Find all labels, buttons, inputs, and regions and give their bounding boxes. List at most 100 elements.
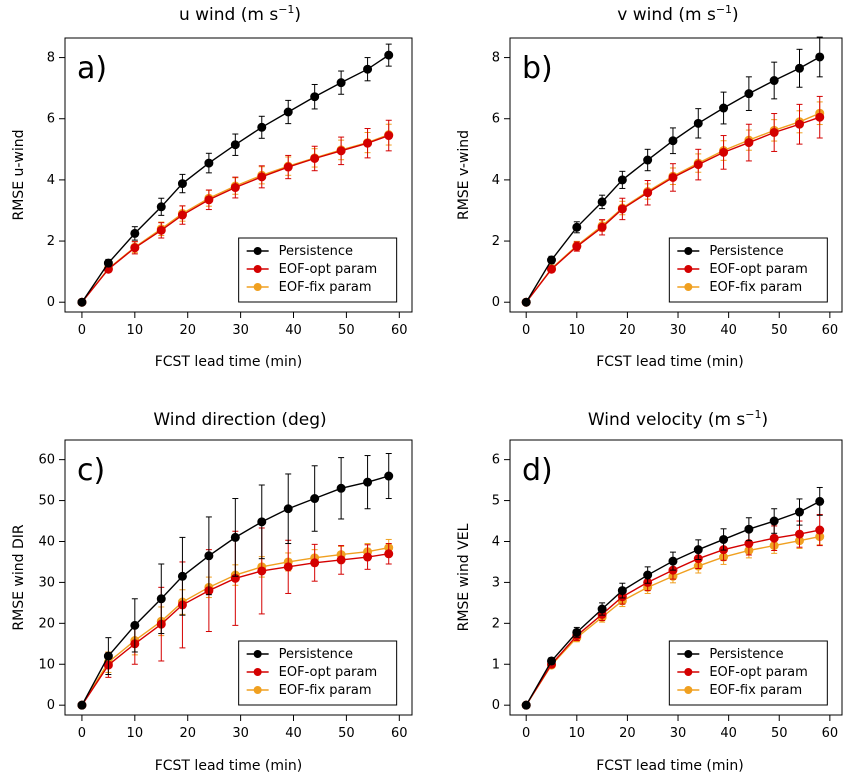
y-tick-label: 1 xyxy=(492,657,500,672)
x-tick-label: 40 xyxy=(720,726,737,741)
legend-label: EOF-opt param xyxy=(709,665,807,680)
legend-label: EOF-opt param xyxy=(279,665,377,680)
data-point xyxy=(769,127,779,137)
legend-marker xyxy=(684,686,693,694)
data-point xyxy=(283,562,293,572)
x-tick-label: 50 xyxy=(338,726,355,741)
data-point xyxy=(384,50,394,60)
panel-label: b) xyxy=(522,51,553,86)
data-point xyxy=(130,243,140,253)
data-point xyxy=(597,222,607,232)
data-point xyxy=(617,204,627,214)
chart-title-unit: (m s xyxy=(673,5,716,25)
x-axis-label: FCST lead time (min) xyxy=(155,354,303,370)
chart-title-unit-end: ) xyxy=(762,410,769,430)
chart-title-text: Wind direction (deg) xyxy=(153,410,326,430)
legend-box xyxy=(238,640,398,706)
chart-title: u wind (m s−1) xyxy=(179,3,301,25)
y-tick-label: 60 xyxy=(38,453,55,468)
data-point xyxy=(794,529,804,539)
data-point xyxy=(283,504,293,514)
y-tick-label: 6 xyxy=(492,112,500,127)
plot-frame xyxy=(64,439,413,716)
data-point xyxy=(336,555,346,565)
data-point xyxy=(668,172,678,182)
data-point xyxy=(310,494,320,504)
data-point xyxy=(103,651,113,661)
data-point xyxy=(310,153,320,163)
y-tick-label: 6 xyxy=(492,453,500,468)
data-point xyxy=(230,183,240,193)
x-tick-label: 30 xyxy=(232,323,249,338)
y-tick-label: 2 xyxy=(47,234,55,249)
y-axis-label: RMSE wind DIR xyxy=(11,524,27,630)
legend-marker xyxy=(253,686,262,694)
data-point xyxy=(572,222,582,232)
data-point xyxy=(572,242,582,252)
data-point xyxy=(77,700,87,710)
chart-title: v wind (m s−1) xyxy=(617,3,738,25)
data-point xyxy=(597,604,607,614)
x-tick-label: 60 xyxy=(822,323,839,338)
legend-label: EOF-fix param xyxy=(279,280,372,295)
data-point xyxy=(769,516,779,526)
data-point xyxy=(547,264,556,274)
data-point xyxy=(156,202,166,212)
data-point xyxy=(693,545,703,555)
legend-marker xyxy=(253,265,262,273)
legend-marker xyxy=(253,650,262,658)
x-tick-label: 40 xyxy=(285,726,302,741)
data-point xyxy=(668,136,678,146)
chart-title-text: Wind velocity xyxy=(588,410,703,430)
legend-marker xyxy=(253,247,262,255)
data-point xyxy=(130,620,140,630)
data-point xyxy=(617,586,627,596)
data-point xyxy=(794,63,804,73)
y-tick-label: 30 xyxy=(38,575,55,590)
legend-marker xyxy=(684,283,693,291)
data-point xyxy=(693,160,703,170)
panel-b: v wind (m s−1) b) 0 10 20 30 40 50 60 0 2 4 6 8 FCST l… xyxy=(456,3,843,370)
data-point xyxy=(336,78,346,88)
panel-label: c) xyxy=(77,453,105,488)
data-point xyxy=(744,138,754,148)
data-point xyxy=(177,179,187,189)
data-point xyxy=(744,524,754,534)
data-point xyxy=(177,571,187,581)
chart-title-unit-end: ) xyxy=(294,5,301,25)
legend: Persistence EOF-opt param EOF-fix param xyxy=(668,640,828,706)
legend-label: EOF-fix param xyxy=(709,683,802,698)
x-tick-label: 20 xyxy=(179,726,196,741)
data-point xyxy=(363,64,373,74)
data-point xyxy=(794,507,804,517)
data-point xyxy=(643,188,653,198)
x-tick-label: 0 xyxy=(78,323,86,338)
y-tick-label: 20 xyxy=(38,616,55,631)
x-tick-label: 0 xyxy=(522,323,530,338)
y-tick-label: 40 xyxy=(38,534,55,549)
data-point xyxy=(283,107,293,117)
x-axis-label: FCST lead time (min) xyxy=(596,354,744,370)
data-point xyxy=(744,89,754,99)
data-point xyxy=(130,228,140,238)
legend-box xyxy=(668,237,828,303)
legend-marker xyxy=(684,650,693,658)
y-tick-label: 3 xyxy=(492,575,500,590)
panel-label: d) xyxy=(522,453,553,488)
plot-frame xyxy=(64,37,413,313)
x-tick-label: 0 xyxy=(78,726,86,741)
x-tick-label: 10 xyxy=(127,323,144,338)
y-tick-label: 2 xyxy=(492,616,500,631)
data-point xyxy=(617,175,627,185)
data-point xyxy=(668,556,678,566)
data-point xyxy=(521,297,531,307)
x-tick-label: 0 xyxy=(522,726,530,741)
chart-title-unit-end: ) xyxy=(732,5,739,25)
y-tick-label: 50 xyxy=(38,494,55,509)
data-point xyxy=(597,197,607,207)
data-point xyxy=(643,155,653,165)
legend-marker xyxy=(684,247,693,255)
y-tick-label: 4 xyxy=(492,173,500,188)
y-tick-label: 0 xyxy=(47,698,55,713)
